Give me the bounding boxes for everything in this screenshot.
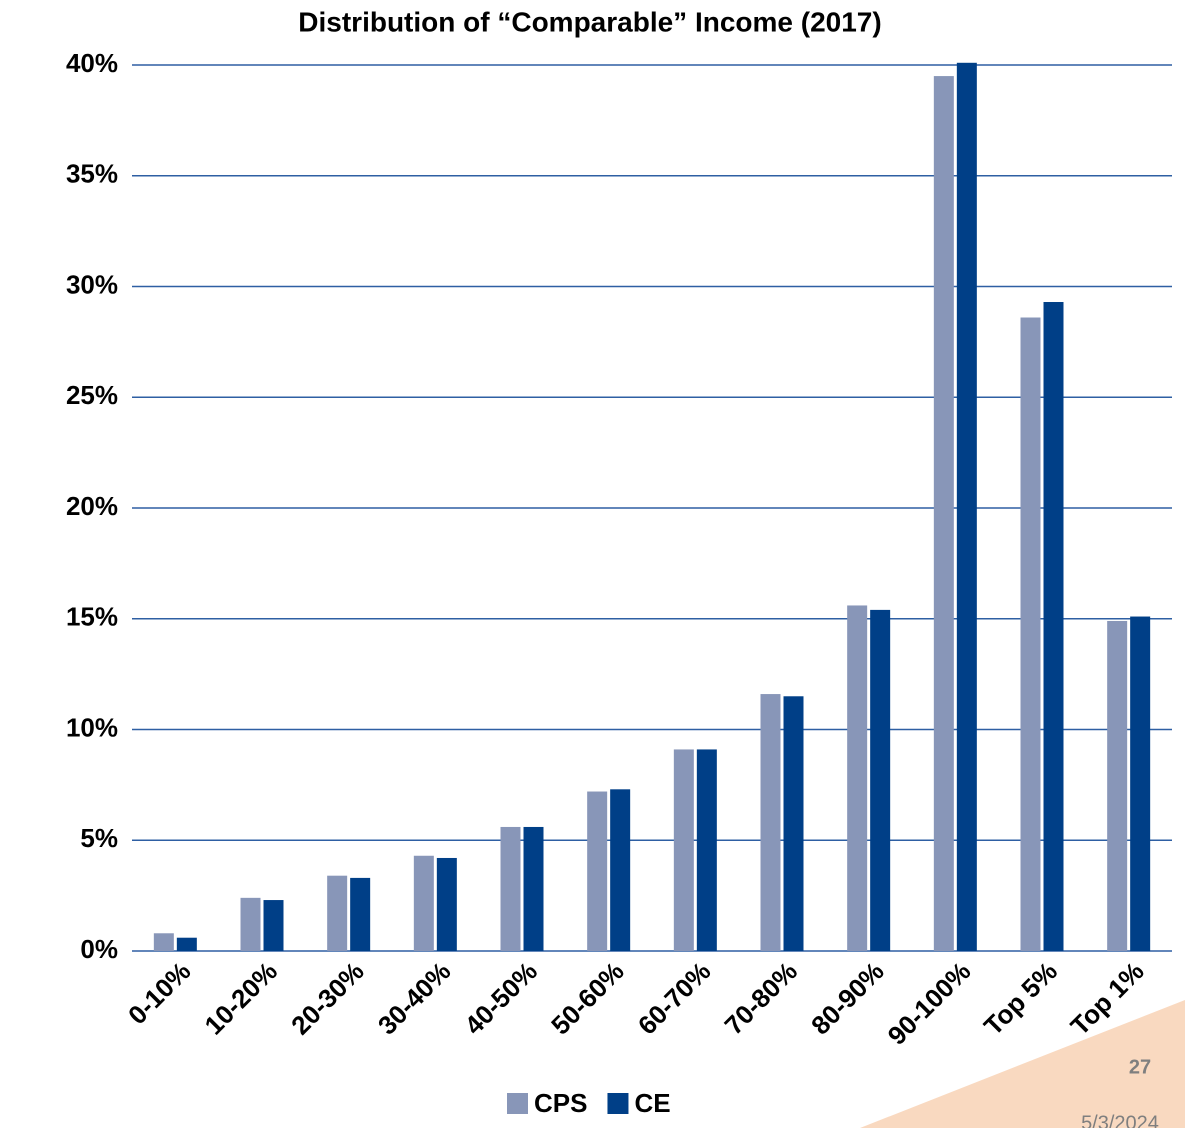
date: 5/3/2024 xyxy=(1081,1112,1159,1128)
bar xyxy=(153,933,174,951)
x-tick-label: Top 5% xyxy=(978,956,1063,1041)
bar xyxy=(783,696,804,951)
bar xyxy=(956,62,977,952)
y-tick-label: 20% xyxy=(66,491,118,521)
bar xyxy=(176,937,197,951)
x-tick-label: 40-50% xyxy=(459,956,544,1041)
legend-swatch xyxy=(607,1093,629,1114)
bar xyxy=(870,609,891,951)
bar xyxy=(1043,302,1064,951)
bar xyxy=(847,605,868,951)
legend-swatch xyxy=(507,1093,528,1114)
bar xyxy=(673,749,694,951)
x-tick-label: 90-100% xyxy=(882,956,977,1051)
y-tick-label: 0% xyxy=(80,934,118,964)
bar xyxy=(263,900,284,951)
y-tick-label: 15% xyxy=(66,602,118,632)
bar xyxy=(327,875,348,951)
x-tick-label: 80-90% xyxy=(805,956,890,1041)
bar xyxy=(500,826,521,951)
bar xyxy=(933,76,954,951)
x-tick-label: 70-80% xyxy=(719,956,804,1041)
x-tick-label: 50-60% xyxy=(545,956,630,1041)
bar xyxy=(1020,317,1041,951)
y-tick-label: 35% xyxy=(66,159,118,189)
x-tick-label: 0-10% xyxy=(122,956,196,1030)
x-tick-label: 60-70% xyxy=(632,956,717,1041)
bar xyxy=(1130,616,1151,951)
bar xyxy=(760,694,781,951)
legend-label: CPS xyxy=(534,1088,587,1118)
x-tick-label: 20-30% xyxy=(285,956,370,1041)
bar xyxy=(587,791,608,951)
bar xyxy=(413,855,434,951)
bar xyxy=(436,857,457,951)
bar xyxy=(523,826,544,951)
y-tick-label: 5% xyxy=(80,823,118,853)
x-tick-label: 30-40% xyxy=(372,956,457,1041)
legend-label: CE xyxy=(634,1088,670,1118)
x-tick-label: 10-20% xyxy=(199,956,284,1041)
bar xyxy=(696,749,717,951)
bar xyxy=(350,877,371,951)
bar xyxy=(1107,620,1128,951)
y-tick-label: 30% xyxy=(66,269,118,299)
decoration xyxy=(860,1000,1185,1128)
y-tick-label: 10% xyxy=(66,712,118,742)
y-tick-label: 40% xyxy=(66,48,118,78)
bar xyxy=(610,789,631,951)
chart-title: Distribution of “Comparable” Income (201… xyxy=(298,6,881,37)
page-number: 27 xyxy=(1129,1056,1151,1078)
y-tick-label: 25% xyxy=(66,380,118,410)
bar xyxy=(240,897,261,951)
